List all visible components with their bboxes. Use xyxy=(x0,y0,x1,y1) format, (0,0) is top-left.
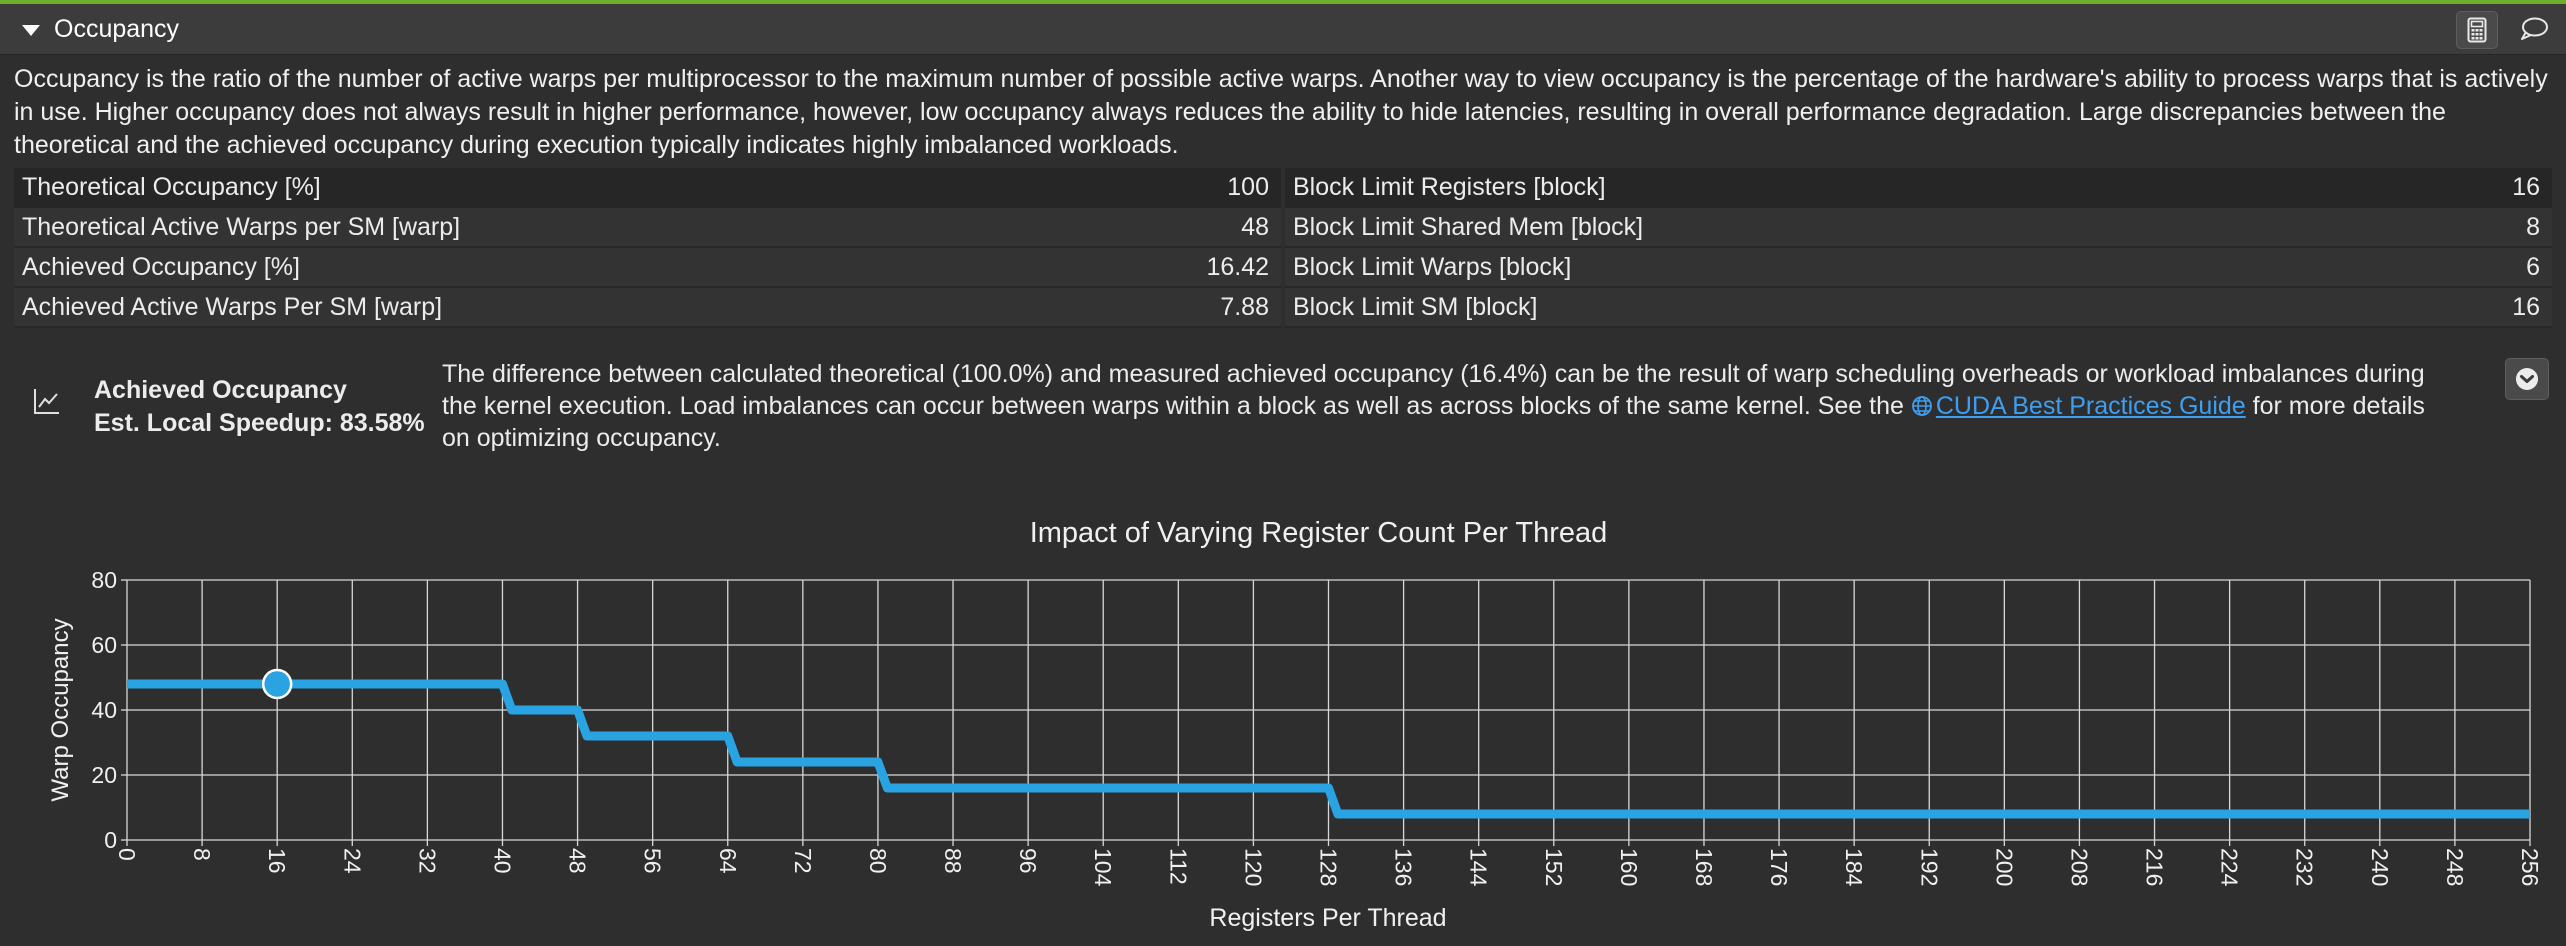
x-tick-label: 16 xyxy=(264,848,290,874)
x-tick-label: 0 xyxy=(114,848,140,861)
x-tick-label: 64 xyxy=(715,848,741,874)
caret-down-icon[interactable] xyxy=(22,25,40,36)
x-tick-label: 208 xyxy=(2066,848,2092,886)
y-tick-label: 0 xyxy=(104,827,117,853)
y-tick-label: 20 xyxy=(91,762,117,788)
rule-text-before: The difference between calculated theore… xyxy=(442,360,2425,420)
section-header[interactable]: Occupancy xyxy=(0,4,2566,55)
best-practices-link[interactable]: CUDA Best Practices Guide xyxy=(1911,392,2246,420)
section-description: Occupancy is the ratio of the number of … xyxy=(14,65,2548,159)
section-title: Occupancy xyxy=(54,14,180,43)
expand-rule-button[interactable] xyxy=(2505,358,2549,400)
metric-row: Block Limit SM [block] 16 xyxy=(1285,288,2552,328)
metric-row: Theoretical Occupancy [%] 100 xyxy=(14,168,1281,208)
x-tick-label: 256 xyxy=(2517,848,2543,886)
metric-row: Block Limit Warps [block] 6 xyxy=(1285,248,2552,288)
x-axis-label: Registers Per Thread xyxy=(1209,904,1446,932)
x-tick-label: 96 xyxy=(1015,848,1041,874)
metric-value: 16 xyxy=(2512,172,2540,201)
x-tick-label: 24 xyxy=(339,848,365,874)
y-tick-label: 60 xyxy=(91,632,117,658)
metric-row: Block Limit Registers [block] 16 xyxy=(1285,168,2552,208)
x-tick-label: 32 xyxy=(414,848,440,874)
metric-value: 6 xyxy=(2526,252,2540,281)
x-tick-label: 248 xyxy=(2442,848,2468,886)
series-line xyxy=(127,679,2530,819)
x-tick-label: 48 xyxy=(565,848,591,874)
metric-value: 7.88 xyxy=(1220,292,1269,321)
x-tick-label: 40 xyxy=(489,848,515,874)
metric-label: Block Limit Shared Mem [block] xyxy=(1293,212,1644,241)
rule-message: The difference between calculated theore… xyxy=(442,358,2442,454)
x-tick-label: 192 xyxy=(1916,848,1942,886)
metrics-table: Theoretical Occupancy [%] 100 Block Limi… xyxy=(14,168,2552,328)
metric-label: Block Limit Warps [block] xyxy=(1293,252,1572,281)
rule-heading: Achieved Occupancy Est. Local Speedup: 8… xyxy=(94,374,434,440)
best-practices-link-text[interactable]: CUDA Best Practices Guide xyxy=(1935,392,2246,420)
metric-value: 16 xyxy=(2512,292,2540,321)
metric-row: Achieved Occupancy [%] 16.42 xyxy=(14,248,1281,288)
comment-button[interactable] xyxy=(2514,11,2554,47)
x-tick-label: 240 xyxy=(2367,848,2393,886)
metric-label: Block Limit SM [block] xyxy=(1293,292,1538,321)
x-tick-label: 168 xyxy=(1691,848,1717,886)
x-tick-label: 128 xyxy=(1316,848,1342,886)
line-chart-icon xyxy=(32,386,66,421)
metric-label: Achieved Occupancy [%] xyxy=(22,252,300,281)
x-tick-label: 184 xyxy=(1841,848,1867,887)
rule-result: Achieved Occupancy Est. Local Speedup: 8… xyxy=(0,350,2566,452)
metric-row: Block Limit Shared Mem [block] 8 xyxy=(1285,208,2552,248)
x-tick-label: 232 xyxy=(2292,848,2318,886)
x-tick-label: 88 xyxy=(940,848,966,874)
calculator-icon xyxy=(2467,17,2487,43)
metric-label: Theoretical Active Warps per SM [warp] xyxy=(22,212,461,241)
x-tick-label: 200 xyxy=(1991,848,2017,886)
y-tick-label: 40 xyxy=(91,697,117,723)
metric-value: 48 xyxy=(1241,212,1269,241)
metric-label: Achieved Active Warps Per SM [warp] xyxy=(22,292,443,321)
register-occupancy-chart: Impact of Varying Register Count Per Thr… xyxy=(47,517,2543,932)
y-tick-label: 80 xyxy=(91,567,117,593)
globe-icon xyxy=(1911,396,1932,416)
metric-label: Block Limit Registers [block] xyxy=(1293,172,1606,201)
comment-icon xyxy=(2521,17,2548,40)
current-register-point xyxy=(261,668,293,700)
x-tick-label: 56 xyxy=(640,848,666,874)
x-tick-label: 112 xyxy=(1165,848,1191,885)
x-tick-label: 152 xyxy=(1541,848,1567,886)
metric-value: 16.42 xyxy=(1206,252,1269,281)
chart-title: Impact of Varying Register Count Per Thr… xyxy=(1030,517,1608,549)
x-tick-label: 144 xyxy=(1466,848,1492,887)
rule-name: Achieved Occupancy xyxy=(94,376,347,404)
x-tick-label: 8 xyxy=(189,848,215,861)
x-tick-label: 224 xyxy=(2217,848,2243,887)
metric-value: 8 xyxy=(2526,212,2540,241)
metric-label: Theoretical Occupancy [%] xyxy=(22,172,321,201)
calculator-button[interactable] xyxy=(2456,11,2498,49)
section-accent-bar xyxy=(0,0,2566,4)
x-tick-label: 80 xyxy=(865,848,891,874)
x-tick-label: 104 xyxy=(1090,848,1116,887)
chevron-circle-down-icon xyxy=(2516,368,2538,390)
metric-row: Theoretical Active Warps per SM [warp] 4… xyxy=(14,208,1281,248)
x-tick-label: 136 xyxy=(1391,848,1417,886)
y-axis-label: Warp Occupancy xyxy=(47,618,74,801)
x-tick-label: 72 xyxy=(790,848,816,874)
x-tick-label: 216 xyxy=(2142,848,2168,886)
x-tick-label: 176 xyxy=(1766,848,1792,886)
metric-row: Achieved Active Warps Per SM [warp] 7.88 xyxy=(14,288,1281,328)
metric-value: 100 xyxy=(1227,172,1269,201)
rule-speedup: Est. Local Speedup: 83.58% xyxy=(94,409,425,437)
rule-text-after: for more details on optimizing occupancy… xyxy=(442,392,2425,452)
x-tick-label: 160 xyxy=(1616,848,1642,886)
x-tick-label: 120 xyxy=(1240,848,1266,886)
